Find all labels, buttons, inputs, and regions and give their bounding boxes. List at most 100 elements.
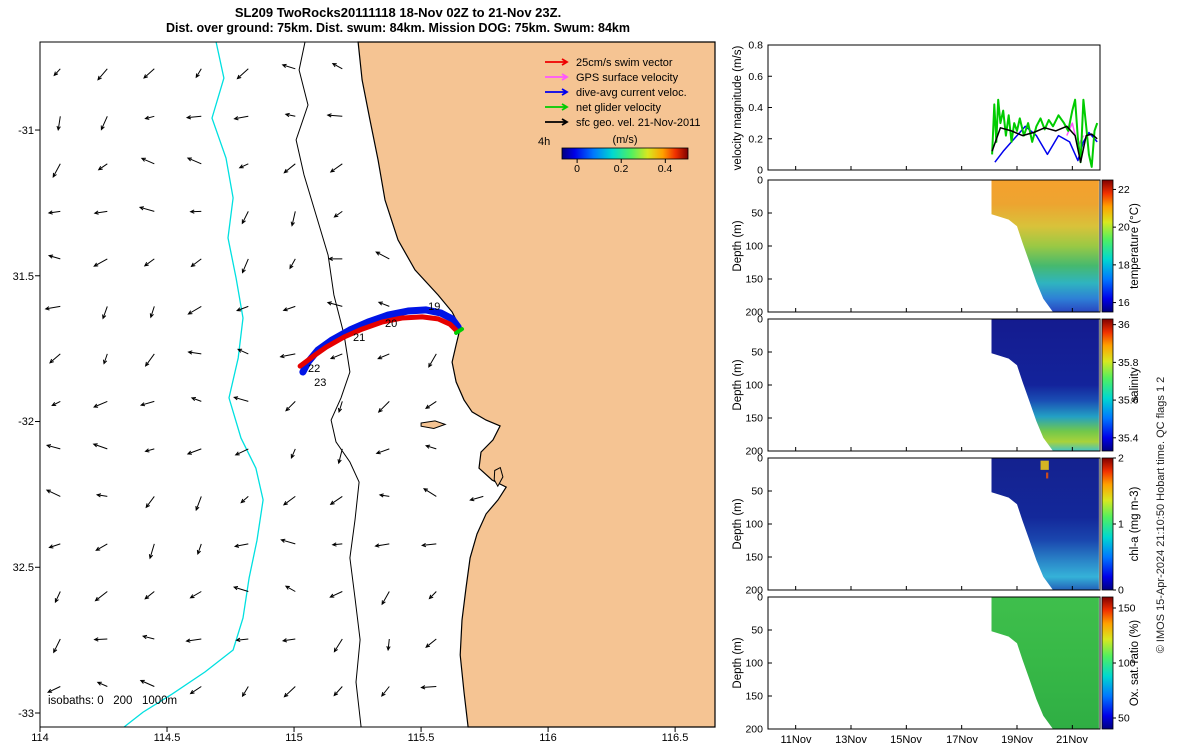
current-arrow bbox=[49, 353, 61, 364]
current-arrow bbox=[97, 163, 108, 171]
current-arrow bbox=[190, 258, 202, 268]
current-arrow bbox=[44, 305, 61, 311]
current-arrow bbox=[97, 68, 108, 81]
current-arrow bbox=[285, 401, 296, 412]
current-arrow bbox=[93, 637, 108, 642]
temperature-section-ytick-label: 100 bbox=[745, 241, 763, 253]
velocity-panel-ytick-label: 0.6 bbox=[748, 71, 763, 83]
current-arrow bbox=[333, 638, 343, 653]
current-arrow bbox=[420, 685, 437, 690]
map-panel: 19 20 21 22 23 bbox=[35, 41, 716, 732]
current-arrow bbox=[374, 543, 390, 548]
current-arrow bbox=[48, 543, 61, 549]
isobath-200m bbox=[295, 41, 362, 728]
current-arrow bbox=[381, 591, 390, 606]
legend-label-swim: 25cm/s swim vector bbox=[576, 57, 673, 69]
current-arrow bbox=[140, 157, 155, 165]
map-xtick-label: 114.5 bbox=[154, 732, 181, 744]
chla-section-ytick-label: 50 bbox=[751, 486, 763, 498]
salinity-section-blob bbox=[991, 319, 1099, 451]
current-arrow bbox=[281, 63, 296, 70]
track-day-label: 20 bbox=[385, 318, 397, 330]
current-arrow bbox=[47, 686, 61, 693]
current-arrow bbox=[284, 585, 296, 592]
temperature-section-colorbar bbox=[1101, 179, 1114, 313]
chla-section-ytick-label: 200 bbox=[745, 585, 763, 597]
map-ytick-label: -31 bbox=[18, 125, 34, 137]
salinity-section-colorbar-tick-label: 35.6 bbox=[1118, 395, 1139, 407]
date-tick-label: 21Nov bbox=[1056, 734, 1088, 746]
current-arrow bbox=[333, 210, 343, 218]
current-arrow bbox=[56, 116, 61, 132]
current-arrow bbox=[47, 254, 61, 260]
current-arrow bbox=[51, 400, 61, 407]
current-arrow bbox=[94, 591, 108, 602]
current-arrow bbox=[283, 686, 296, 698]
legend-colorbar-tick-label: 0.4 bbox=[658, 163, 673, 175]
velocity-panel-ytick-label: 0 bbox=[757, 165, 763, 177]
current-arrow bbox=[238, 163, 249, 169]
current-arrow bbox=[421, 542, 437, 548]
legend-label-net: net glider velocity bbox=[576, 102, 661, 114]
legend-swatch-line bbox=[545, 103, 569, 111]
figure-title: SL209 TwoRocks20111118 18-Nov 02Z to 21-… bbox=[234, 5, 562, 20]
current-arrow bbox=[327, 256, 343, 261]
current-arrow bbox=[236, 305, 249, 312]
current-arrow bbox=[92, 443, 108, 450]
current-arrow bbox=[234, 448, 249, 456]
map-ytick-label: -32 bbox=[18, 416, 34, 428]
legend-label-gps: GPS surface velocity bbox=[576, 72, 679, 84]
current-arrow bbox=[149, 306, 155, 319]
depth-axis-label: Depth (m) bbox=[732, 220, 744, 271]
current-arrow bbox=[283, 163, 296, 174]
current-arrow bbox=[326, 113, 343, 118]
velocity-axis-label: velocity magnitude (m/s) bbox=[732, 46, 744, 171]
legend-swatch-line bbox=[545, 88, 569, 96]
current-arrow bbox=[290, 448, 296, 459]
current-arrow bbox=[282, 305, 296, 312]
current-arrow bbox=[329, 353, 343, 360]
salinity-colorbar-label: salinity bbox=[1129, 367, 1141, 402]
map-frame bbox=[39, 41, 716, 728]
oxygen-section-colorbar-tick-label: 150 bbox=[1118, 603, 1136, 615]
oxygen-section-ytick-label: 50 bbox=[751, 625, 763, 637]
map-ytick-label: 32.5 bbox=[13, 562, 34, 574]
salinity-section-colorbar-tick-label: 35.8 bbox=[1118, 357, 1139, 369]
watermark: © IMOS 15-Apr-2024 21:10:50 Hobart time.… bbox=[1155, 377, 1167, 654]
map-xtick-label: 115.5 bbox=[408, 732, 435, 744]
island bbox=[493, 466, 504, 488]
current-arrow bbox=[144, 353, 155, 367]
chla-colorbar-label: chl-a (mg m-3) bbox=[1129, 486, 1141, 561]
current-arrow bbox=[196, 543, 202, 555]
temperature-section-blob bbox=[991, 180, 1099, 312]
current-arrow bbox=[469, 495, 484, 502]
current-arrow bbox=[375, 251, 390, 260]
current-arrow bbox=[331, 542, 343, 547]
salinity-section-ytick-label: 150 bbox=[745, 413, 763, 425]
current-arrow bbox=[45, 489, 61, 497]
current-arrow bbox=[103, 353, 108, 365]
salinity-section-ytick-label: 50 bbox=[751, 347, 763, 359]
current-arrow bbox=[280, 538, 296, 545]
current-arrow bbox=[186, 448, 202, 455]
salinity-section-colorbar-tick-label: 36 bbox=[1118, 319, 1130, 331]
temperature-section-ytick-label: 0 bbox=[757, 175, 763, 187]
current-arrow bbox=[425, 638, 437, 648]
legend-colorbar bbox=[561, 147, 689, 160]
current-arrow bbox=[53, 638, 61, 654]
current-arrow bbox=[241, 211, 249, 225]
current-arrow bbox=[189, 209, 202, 214]
land-area bbox=[357, 41, 716, 728]
map-xtick-label: 116.5 bbox=[662, 732, 689, 744]
current-arrow bbox=[190, 397, 202, 402]
current-arrow bbox=[329, 163, 343, 173]
current-arrow bbox=[377, 401, 390, 413]
current-arrow bbox=[290, 211, 296, 227]
temperature-section-colorbar-tick-label: 22 bbox=[1118, 184, 1130, 196]
current-arrow bbox=[333, 686, 343, 697]
current-arrow bbox=[93, 210, 108, 215]
salinity-section-ytick-label: 200 bbox=[745, 446, 763, 458]
chla-section-blob bbox=[991, 458, 1099, 590]
current-arrow bbox=[186, 157, 202, 165]
